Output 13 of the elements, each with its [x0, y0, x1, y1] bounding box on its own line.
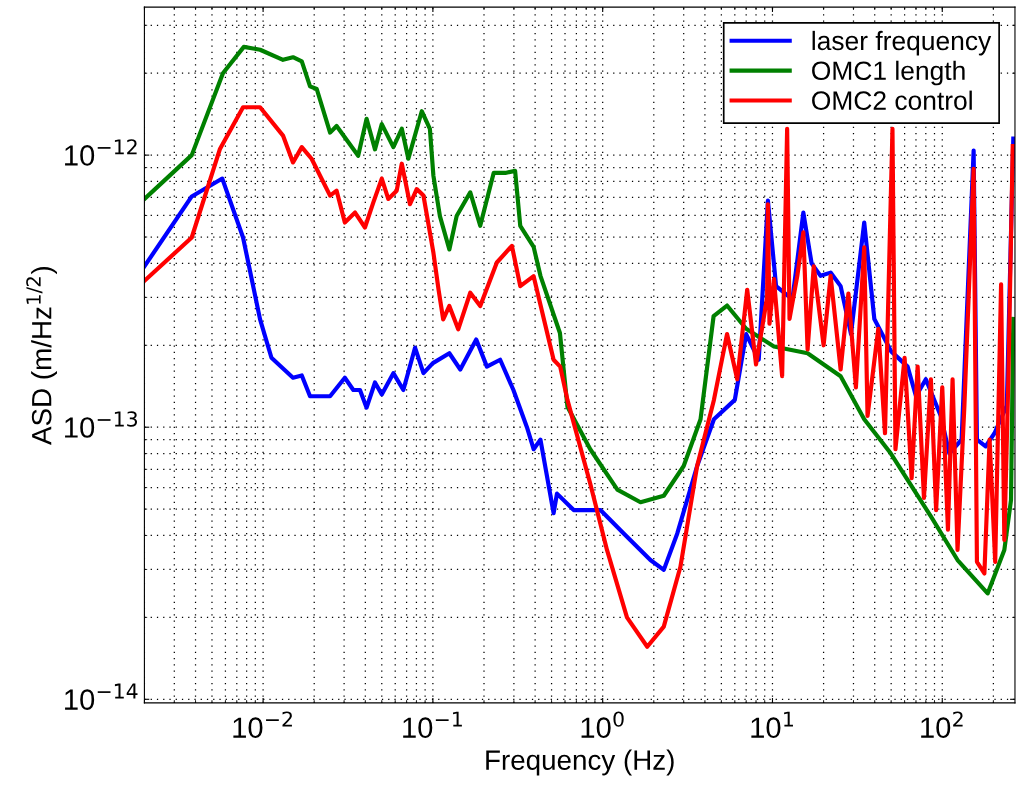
y-axis-title: ASD (m/Hz$^{1/2}$) [26, 266, 57, 445]
legend-label: OMC2 control [812, 90, 972, 110]
x-tick-label: 10$^{0}$ [581, 711, 624, 738]
y-tick-label: 10$^{−14}$ [65, 683, 138, 710]
legend-label: OMC1 length [812, 60, 965, 86]
x-tick-label: 10$^{2}$ [921, 711, 963, 738]
legend-label: laser frequency [812, 30, 992, 56]
x-tick-label: 10$^{−1}$ [403, 711, 462, 739]
x-axis-title: Frequency (Hz) [486, 749, 674, 776]
y-tick-label: 10$^{−12}$ [65, 139, 137, 166]
x-tick-label: 10$^{1}$ [751, 711, 793, 739]
y-tick-label: 10$^{−13}$ [65, 411, 138, 438]
x-tick-label: 10$^{−2}$ [233, 711, 292, 738]
